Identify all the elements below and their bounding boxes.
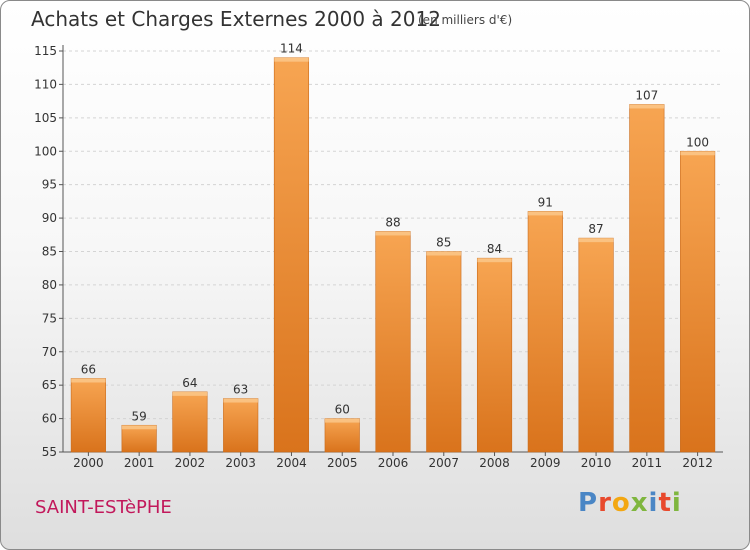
data-label-2010: 87 xyxy=(588,222,603,236)
x-tick-label: 2004 xyxy=(276,456,307,470)
bar-2005[interactable] xyxy=(324,418,360,453)
bar-highlight xyxy=(274,57,309,62)
x-tick-label: 2001 xyxy=(124,456,155,470)
y-tick-label: 115 xyxy=(34,44,57,58)
bar-highlight xyxy=(426,251,462,256)
y-tick-label: 85 xyxy=(42,245,57,259)
x-tick-label: 2003 xyxy=(225,456,256,470)
x-tick-label: 2010 xyxy=(581,456,612,470)
y-tick-label: 105 xyxy=(34,111,57,125)
y-tick-label: 55 xyxy=(42,445,57,459)
bar-highlight xyxy=(477,258,512,263)
bars xyxy=(70,57,716,453)
chart-subtitle: (en milliers d'€) xyxy=(418,13,513,27)
bar-2002[interactable] xyxy=(172,391,208,453)
bar-2006[interactable] xyxy=(375,231,411,453)
x-tick-label: 2005 xyxy=(327,456,358,470)
y-tick-label: 95 xyxy=(42,178,57,192)
bar-2010[interactable] xyxy=(578,237,614,453)
y-tick-label: 60 xyxy=(42,412,57,426)
logo-letter: x xyxy=(630,488,649,518)
bar-highlight xyxy=(578,238,614,243)
logo-letter: t xyxy=(658,488,672,518)
bar-highlight xyxy=(375,231,411,236)
data-label-2007: 85 xyxy=(436,236,451,250)
x-tick-label: 2006 xyxy=(378,456,409,470)
chart-title: Achats et Charges Externes 2000 à 2012 xyxy=(31,7,441,31)
bar-2001[interactable] xyxy=(121,424,157,453)
bar-2004[interactable] xyxy=(273,57,310,453)
x-tick-label: 2000 xyxy=(73,456,104,470)
bar-2011[interactable] xyxy=(629,104,665,453)
x-tick-label: 2007 xyxy=(428,456,459,470)
data-label-2006: 88 xyxy=(385,215,400,229)
data-label-2001: 59 xyxy=(132,409,147,423)
logo-letter: i xyxy=(671,488,682,518)
y-tick-label: 75 xyxy=(42,311,57,325)
bar-2012[interactable] xyxy=(680,150,716,453)
bar-highlight xyxy=(528,211,563,216)
y-tick-label: 110 xyxy=(34,77,57,91)
bar-2003[interactable] xyxy=(223,398,259,453)
data-labels: 66 59 64 63 114 60 88 85 84 91 87 107 100 xyxy=(81,42,709,424)
logo-letter: i xyxy=(648,488,659,518)
bar-highlight xyxy=(680,151,715,156)
data-label-2002: 64 xyxy=(182,376,197,390)
bar-highlight xyxy=(629,104,665,109)
x-tick-label: 2012 xyxy=(682,456,713,470)
proxiti-logo[interactable]: Proxiti xyxy=(578,488,682,518)
data-label-2000: 66 xyxy=(81,362,96,376)
y-tick-label: 65 xyxy=(42,378,57,392)
bar-2000[interactable] xyxy=(70,378,106,453)
logo-letter: o xyxy=(611,488,631,518)
commune-name: SAINT-ESTèPHE xyxy=(35,497,172,518)
x-tick-label: 2008 xyxy=(479,456,510,470)
y-tick-label: 90 xyxy=(42,211,57,225)
data-label-2009: 91 xyxy=(538,195,553,209)
bar-highlight xyxy=(223,398,258,403)
logo-letter: r xyxy=(598,488,612,518)
data-label-2012: 100 xyxy=(686,135,709,149)
bar-highlight xyxy=(324,418,360,423)
bar-highlight xyxy=(71,378,106,383)
y-tick-label: 80 xyxy=(42,278,57,292)
bar-2009[interactable] xyxy=(527,211,563,453)
y-tick-label: 70 xyxy=(42,345,57,359)
data-label-2005: 60 xyxy=(335,403,350,417)
bar-highlight xyxy=(121,425,157,430)
data-label-2003: 63 xyxy=(233,383,248,397)
logo-letter: P xyxy=(578,488,599,518)
x-tick-label: 2009 xyxy=(530,456,561,470)
x-tick-label: 2011 xyxy=(632,456,663,470)
bar-2007[interactable] xyxy=(426,251,462,453)
data-label-2004: 114 xyxy=(280,42,303,56)
y-tick-label: 100 xyxy=(34,144,57,158)
axes: 55 60 65 70 75 80 85 90 95 100 105 110 115 2000 2001 20… xyxy=(34,44,723,470)
bar-2008[interactable] xyxy=(476,257,513,453)
x-tick-label: 2002 xyxy=(175,456,206,470)
data-label-2008: 84 xyxy=(487,242,502,256)
bar-highlight xyxy=(172,391,208,396)
data-label-2011: 107 xyxy=(635,88,658,102)
